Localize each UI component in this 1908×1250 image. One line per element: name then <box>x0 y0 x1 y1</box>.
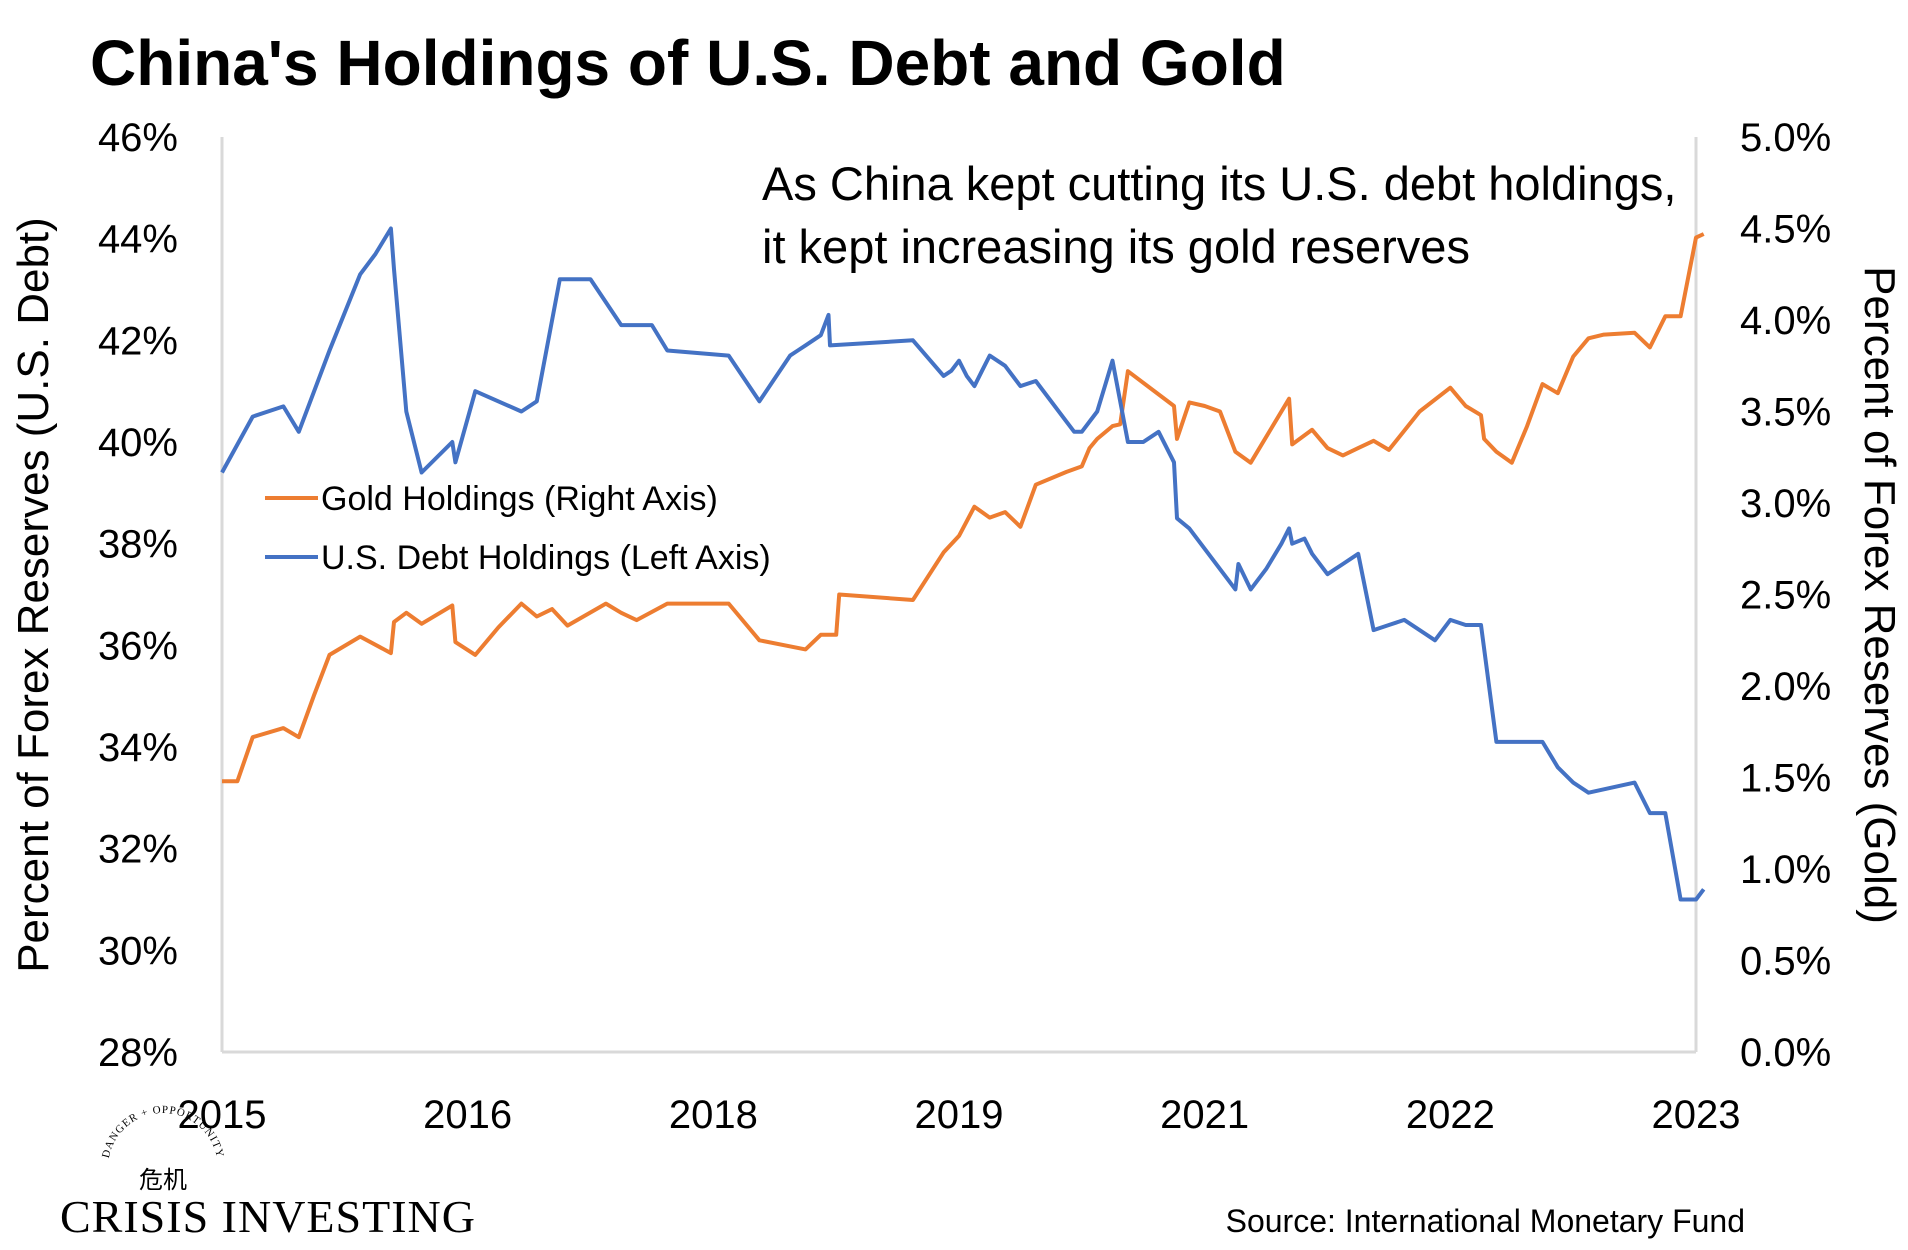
x-axis-tick-label: 2018 <box>669 1093 758 1137</box>
left-axis-tick-label: 34% <box>98 726 178 770</box>
right-axis-label: Percent of Forex Reserves (Gold) <box>1855 266 1904 924</box>
left-axis-tick-label: 28% <box>98 1031 178 1075</box>
right-axis-tick-label: 5.0% <box>1740 116 1831 160</box>
x-axis-tick-label: 2022 <box>1406 1093 1495 1137</box>
left-axis-tick-label: 44% <box>98 218 178 262</box>
annotation-line-2: it kept increasing its gold reserves <box>762 220 1470 273</box>
chart-title: China's Holdings of U.S. Debt and Gold <box>90 27 1286 99</box>
left-axis-ticks: 28% 30% 32% 34% 36% 38% 40% 42% 44% 46% <box>98 116 178 1075</box>
crisis-investing-logo: DANGER + OPPORTUNITY 危机 CRISIS INVESTING <box>60 1104 476 1242</box>
right-axis-tick-label: 3.0% <box>1740 482 1831 526</box>
right-axis-tick-label: 2.5% <box>1740 574 1831 618</box>
x-axis-tick-label: 2016 <box>423 1093 512 1137</box>
right-axis-tick-label: 1.5% <box>1740 757 1831 801</box>
brand-glyphs: 危机 <box>139 1167 187 1194</box>
left-axis-tick-label: 30% <box>98 929 178 973</box>
x-axis-tick-label: 2019 <box>915 1093 1004 1137</box>
brand-name: CRISIS INVESTING <box>60 1191 476 1242</box>
left-axis-tick-label: 40% <box>98 421 178 465</box>
x-axis-ticks: 2015 2016 2018 2019 2021 2022 2023 <box>178 1093 1741 1137</box>
right-axis-tick-label: 0.0% <box>1740 1031 1831 1075</box>
source-note: Source: International Monetary Fund <box>1226 1203 1745 1239</box>
left-axis-tick-label: 38% <box>98 523 178 567</box>
annotation-line-1: As China kept cutting its U.S. debt hold… <box>762 157 1676 210</box>
right-axis-tick-label: 4.5% <box>1740 208 1831 252</box>
right-axis-tick-label: 2.0% <box>1740 665 1831 709</box>
x-axis-tick-label: 2015 <box>178 1093 267 1137</box>
left-axis-tick-label: 36% <box>98 624 178 668</box>
left-axis-tick-label: 46% <box>98 116 178 160</box>
right-axis-tick-label: 3.5% <box>1740 391 1831 435</box>
left-axis-tick-label: 42% <box>98 319 178 363</box>
right-axis-tick-label: 1.0% <box>1740 848 1831 892</box>
gold-holdings-line <box>222 232 1705 784</box>
right-axis-tick-label: 0.5% <box>1740 940 1831 984</box>
legend-label-debt: U.S. Debt Holdings (Left Axis) <box>321 539 771 577</box>
left-axis-label: Percent of Forex Reserves (U.S. Debt) <box>9 217 58 973</box>
us-debt-holdings-line <box>220 226 1706 902</box>
right-axis-tick-label: 4.0% <box>1740 299 1831 343</box>
legend-label-gold: Gold Holdings (Right Axis) <box>321 480 718 518</box>
x-axis-tick-label: 2023 <box>1652 1093 1741 1137</box>
legend: Gold Holdings (Right Axis) U.S. Debt Hol… <box>265 480 771 577</box>
x-axis-tick-label: 2021 <box>1160 1093 1249 1137</box>
right-axis-ticks: 0.0% 0.5% 1.0% 1.5% 2.0% 2.5% 3.0% 3.5% 4.0% 4.5%… <box>1740 116 1831 1075</box>
left-axis-tick-label: 32% <box>98 828 178 872</box>
